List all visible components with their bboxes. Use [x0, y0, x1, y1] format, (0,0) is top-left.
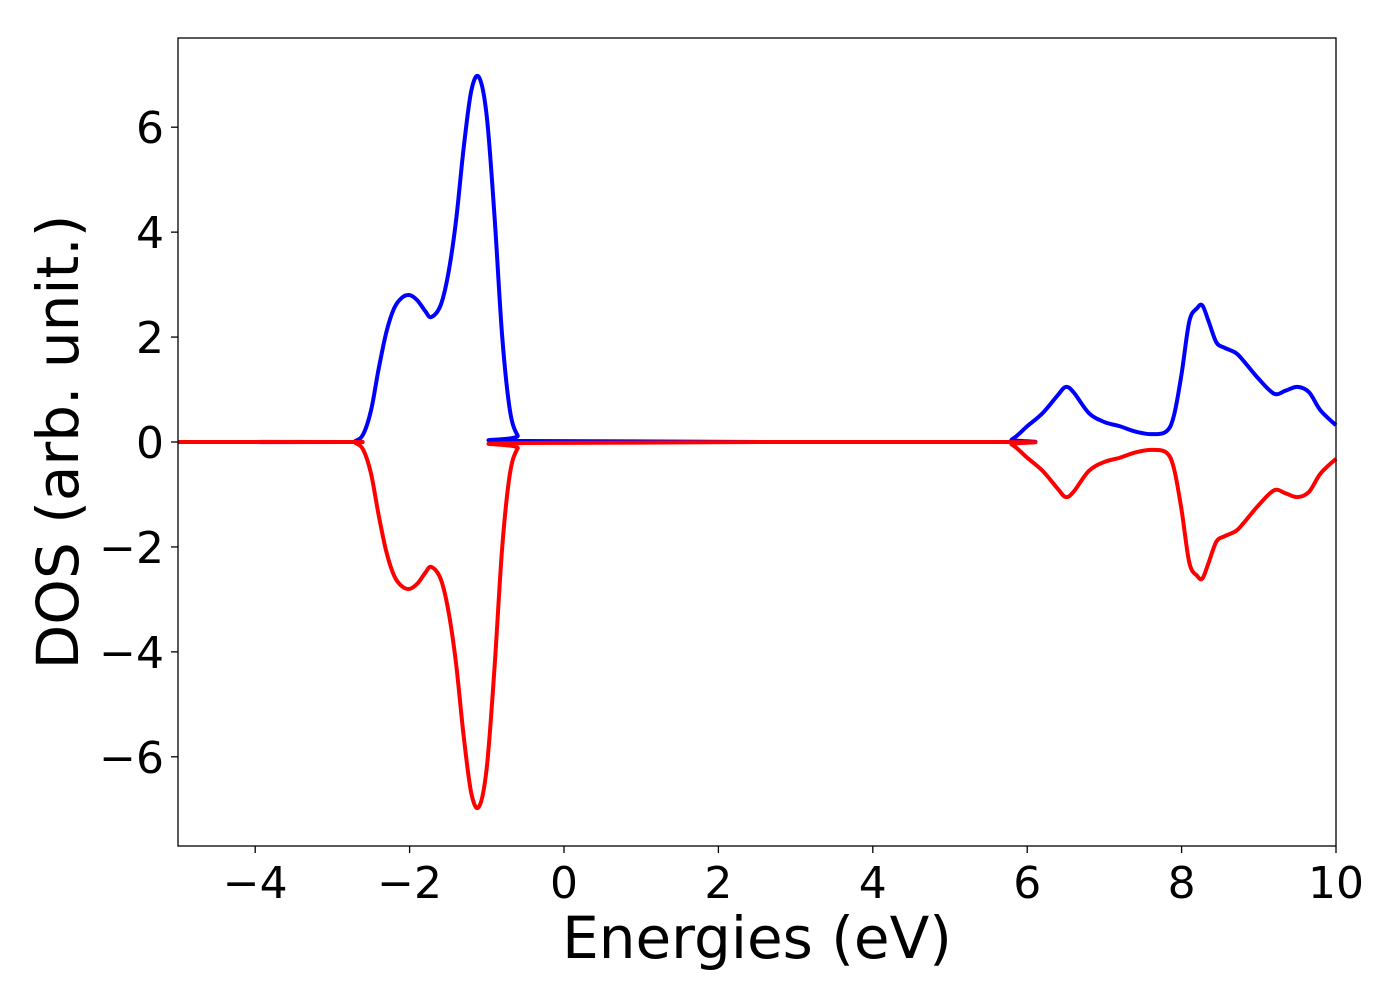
- x-tick-label: −4: [223, 858, 288, 909]
- x-tick-label: −2: [377, 858, 442, 909]
- x-tick-label: 6: [1013, 858, 1041, 909]
- x-tick-label: 2: [704, 858, 732, 909]
- y-tick-label: 2: [136, 313, 164, 364]
- y-tick-label: 0: [136, 418, 164, 469]
- y-tick-label: −4: [99, 628, 164, 679]
- x-axis: −4 −2 0 2 4 6 8 10: [223, 846, 1364, 909]
- series-layer: [177, 73, 1338, 811]
- series-line-2: [177, 439, 1338, 811]
- y-tick-label: −2: [99, 523, 164, 574]
- y-tick-label: 6: [136, 103, 164, 154]
- y-tick-label: 4: [136, 208, 164, 259]
- y-axis: −6 −4 −2 0 2 4 6: [99, 103, 178, 784]
- x-tick-label: 8: [1168, 858, 1196, 909]
- x-tick-label: 0: [550, 858, 578, 909]
- x-tick-label: 10: [1308, 858, 1364, 909]
- y-tick-label: −6: [99, 733, 164, 784]
- x-axis-title: Energies (eV): [562, 904, 952, 972]
- series-line-1: [177, 73, 1338, 445]
- x-tick-label: 4: [859, 858, 887, 909]
- y-axis-title: DOS (arb. unit.): [24, 215, 92, 670]
